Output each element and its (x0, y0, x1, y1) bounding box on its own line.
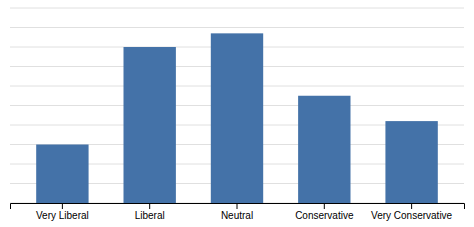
bar (211, 33, 263, 203)
x-tick: Neutral (221, 203, 253, 221)
bar (36, 145, 88, 204)
x-tick-mark (149, 203, 150, 209)
grid-line (10, 8, 464, 9)
x-axis-line (11, 204, 465, 210)
x-tick-mark (411, 203, 412, 209)
x-tick-label: Neutral (221, 210, 253, 221)
x-tick-label: Liberal (135, 210, 165, 221)
x-tick-mark (324, 203, 325, 209)
x-tick-label: Conservative (295, 210, 354, 221)
x-tick: Very Liberal (36, 203, 89, 221)
x-tick: Very Conservative (371, 203, 453, 221)
x-tick: Conservative (295, 203, 354, 221)
bar (124, 47, 176, 203)
grid (10, 8, 464, 203)
x-tick-label: Very Liberal (36, 210, 89, 221)
x-tick-mark (237, 203, 238, 209)
x-tick-label: Very Conservative (371, 210, 453, 221)
x-tick-mark (62, 203, 63, 209)
x-axis: Very Liberal Liberal Neutral Conservative Ve… (11, 203, 465, 221)
chart: Very Liberal Liberal Neutral Conservative Ve… (0, 0, 474, 227)
bar (298, 96, 350, 203)
bar (385, 121, 437, 203)
grid-line (10, 27, 464, 28)
plot: Very Liberal Liberal Neutral Conservative Ve… (10, 8, 465, 221)
x-tick: Liberal (135, 203, 165, 221)
bars (36, 33, 438, 203)
